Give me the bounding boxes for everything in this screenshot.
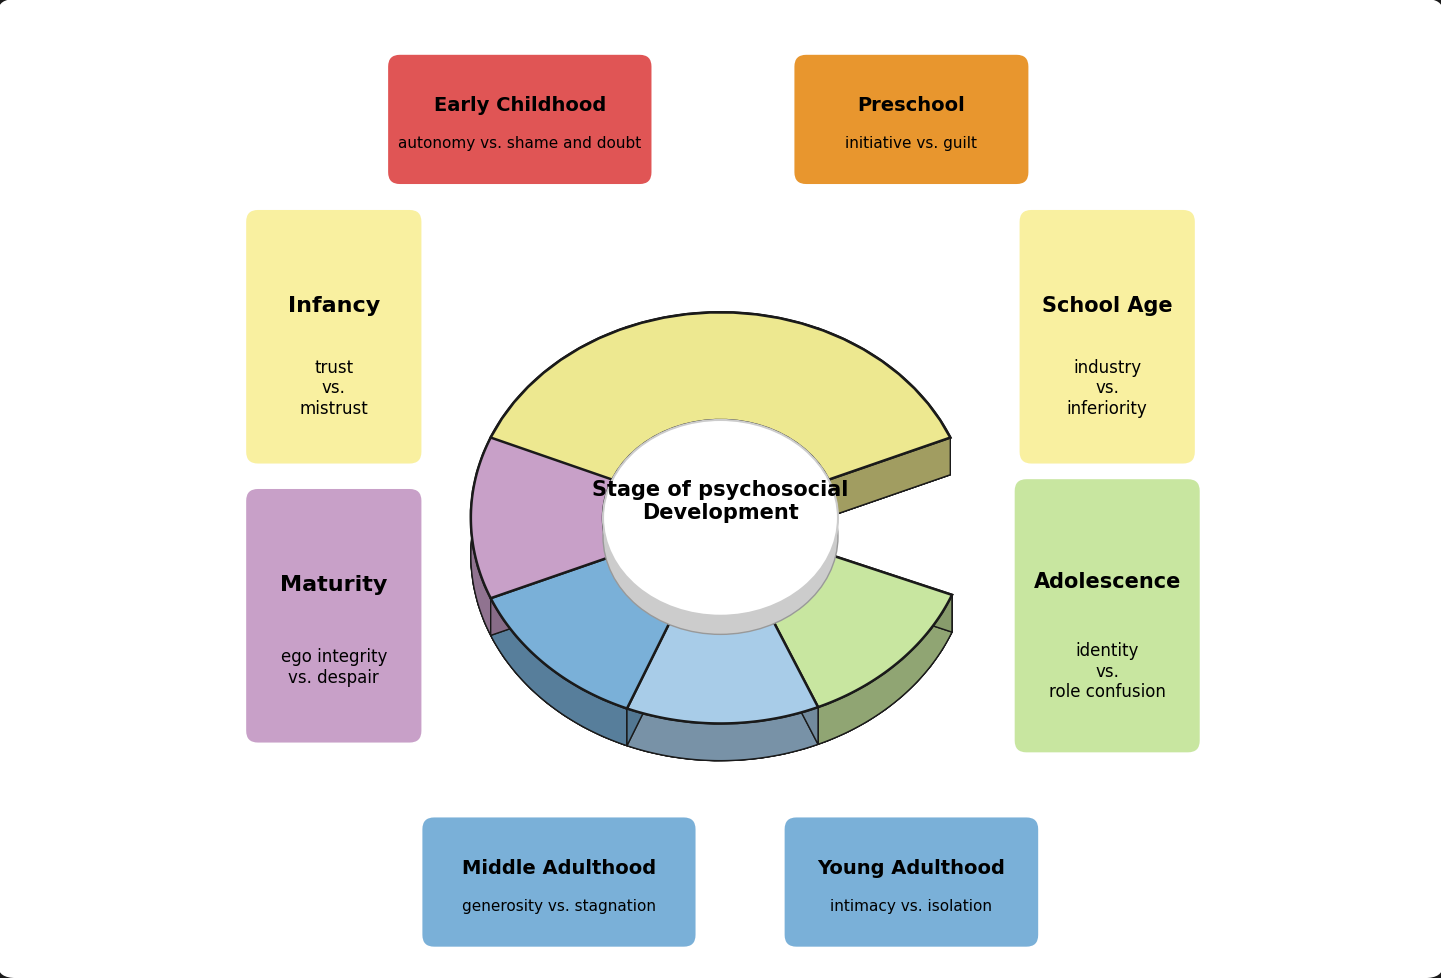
Polygon shape xyxy=(491,556,612,636)
Polygon shape xyxy=(491,556,676,709)
Polygon shape xyxy=(491,556,612,636)
Polygon shape xyxy=(767,330,818,466)
Polygon shape xyxy=(471,438,612,599)
Polygon shape xyxy=(767,592,953,744)
Polygon shape xyxy=(471,350,953,761)
Text: Preschool: Preschool xyxy=(857,96,965,115)
Polygon shape xyxy=(627,645,818,761)
Polygon shape xyxy=(604,421,830,653)
Polygon shape xyxy=(627,328,676,465)
Text: autonomy vs. shame and doubt: autonomy vs. shame and doubt xyxy=(398,136,641,151)
Polygon shape xyxy=(829,438,950,517)
Polygon shape xyxy=(818,596,953,744)
Text: Middle Adulthood: Middle Adulthood xyxy=(463,858,656,877)
Polygon shape xyxy=(602,480,612,594)
FancyBboxPatch shape xyxy=(794,56,1029,185)
Polygon shape xyxy=(471,313,953,761)
Polygon shape xyxy=(818,330,950,475)
Polygon shape xyxy=(767,555,830,645)
Text: trust
vs.
mistrust: trust vs. mistrust xyxy=(300,358,367,418)
Polygon shape xyxy=(767,608,818,744)
Polygon shape xyxy=(767,555,953,707)
Polygon shape xyxy=(491,594,676,746)
Text: intimacy vs. isolation: intimacy vs. isolation xyxy=(830,898,993,912)
FancyBboxPatch shape xyxy=(1020,211,1195,464)
FancyBboxPatch shape xyxy=(422,818,696,947)
Polygon shape xyxy=(767,608,818,744)
Ellipse shape xyxy=(602,421,839,616)
FancyBboxPatch shape xyxy=(246,490,421,743)
Polygon shape xyxy=(491,438,612,517)
Polygon shape xyxy=(491,328,627,475)
Polygon shape xyxy=(627,609,676,746)
Text: Stage of psychosocial
Development: Stage of psychosocial Development xyxy=(592,479,849,522)
Text: School Age: School Age xyxy=(1042,295,1173,315)
Text: industry
vs.
inferiority: industry vs. inferiority xyxy=(1066,358,1147,418)
Text: Young Adulthood: Young Adulthood xyxy=(817,858,1006,877)
FancyBboxPatch shape xyxy=(784,818,1038,947)
Polygon shape xyxy=(830,555,953,633)
Text: identity
vs.
role confusion: identity vs. role confusion xyxy=(1049,642,1166,701)
Text: generosity vs. stagnation: generosity vs. stagnation xyxy=(463,898,656,912)
Polygon shape xyxy=(767,330,950,480)
Text: ego integrity
vs. despair: ego integrity vs. despair xyxy=(281,647,388,687)
Text: Adolescence: Adolescence xyxy=(1033,571,1180,592)
Polygon shape xyxy=(627,328,676,465)
Polygon shape xyxy=(627,609,676,746)
Ellipse shape xyxy=(602,439,839,635)
Polygon shape xyxy=(612,556,676,646)
Text: initiative vs. guilt: initiative vs. guilt xyxy=(846,136,977,151)
Text: Infancy: Infancy xyxy=(288,295,380,315)
Text: Maturity: Maturity xyxy=(280,574,388,594)
Polygon shape xyxy=(676,608,767,653)
Polygon shape xyxy=(627,608,818,724)
Polygon shape xyxy=(491,365,676,517)
Polygon shape xyxy=(471,475,612,636)
Polygon shape xyxy=(676,421,767,466)
Polygon shape xyxy=(767,330,818,466)
Polygon shape xyxy=(612,427,676,517)
FancyBboxPatch shape xyxy=(1014,479,1200,753)
Polygon shape xyxy=(491,328,676,480)
Polygon shape xyxy=(767,367,950,517)
Polygon shape xyxy=(767,428,829,517)
Polygon shape xyxy=(830,555,953,633)
Text: Early Childhood: Early Childhood xyxy=(434,96,605,115)
Polygon shape xyxy=(829,438,950,517)
Polygon shape xyxy=(471,313,953,724)
FancyBboxPatch shape xyxy=(388,56,651,185)
Polygon shape xyxy=(627,350,818,466)
Polygon shape xyxy=(627,313,818,367)
FancyBboxPatch shape xyxy=(246,211,421,464)
Polygon shape xyxy=(627,313,818,428)
Polygon shape xyxy=(471,438,491,636)
Polygon shape xyxy=(491,599,627,746)
Polygon shape xyxy=(491,438,612,517)
Polygon shape xyxy=(627,707,818,761)
